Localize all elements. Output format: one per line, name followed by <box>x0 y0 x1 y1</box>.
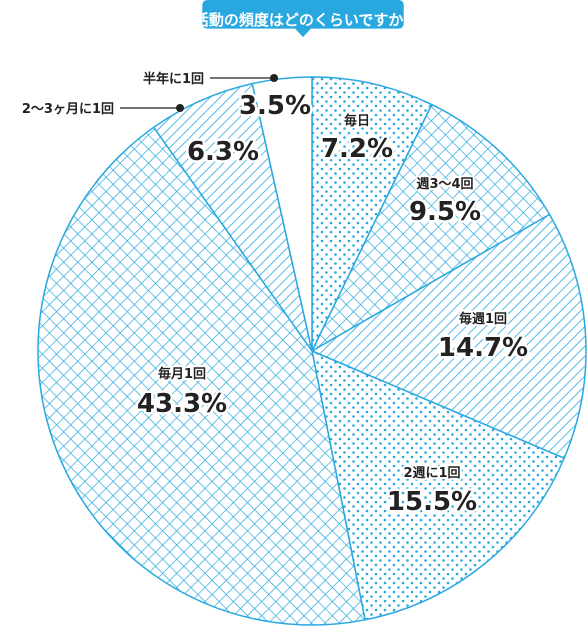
pie-slice-1 <box>311 76 433 352</box>
slice-label-6: 2〜3ヶ月に1回 <box>22 102 114 117</box>
slice-label-4: 2週に1回 <box>403 466 460 481</box>
pie-slice-5 <box>37 126 366 626</box>
slice-value-2: 9.5% <box>409 197 481 227</box>
title-bubble <box>202 0 404 38</box>
pie-slice-3 <box>310 213 587 460</box>
slice-value-6: 6.3% <box>187 137 259 167</box>
pie-slice-7 <box>251 76 313 352</box>
pie-slice-4 <box>310 349 566 621</box>
slice-value-4: 15.5% <box>387 487 477 517</box>
slice-value-3: 14.7% <box>438 333 528 363</box>
chart-title: 活動の頻度はどのくらいですか? <box>193 11 413 29</box>
leader-dot-6 <box>176 104 184 112</box>
slice-label-7: 半年に1回 <box>143 71 204 87</box>
slice-label-3: 毎週1回 <box>459 311 507 327</box>
slice-value-7: 3.5% <box>239 91 311 121</box>
pie-slice-2 <box>310 103 551 353</box>
slice-label-1: 毎日 <box>344 113 370 129</box>
leader-dot-7 <box>270 74 278 82</box>
slice-value-1: 7.2% <box>321 134 393 164</box>
slice-value-5: 43.3% <box>137 389 227 419</box>
slice-label-5: 毎月1回 <box>158 366 206 382</box>
slice-label-2: 週3〜4回 <box>416 177 473 192</box>
